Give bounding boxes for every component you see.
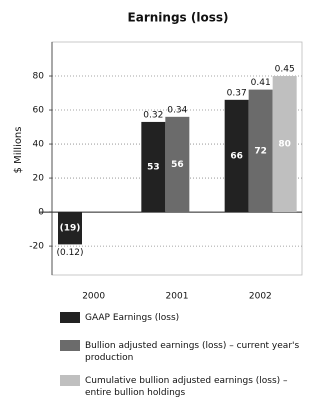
value-label: 53 [147,163,160,173]
share-label: (0.12) [56,248,83,258]
legend-item: Bullion adjusted earnings (loss) – curre… [60,340,310,364]
value-label: 66 [230,151,243,161]
bar [248,89,273,213]
legend-swatch [60,375,80,386]
bar [58,212,82,245]
chart: Earnings (loss) $ Millions -200204060802… [13,11,303,301]
legend-label: GAAP Earnings (loss) [85,313,180,323]
x-tick-label: 2001 [166,292,189,301]
y-tick-label: 80 [33,72,45,82]
value-label: 56 [171,160,184,170]
bar [141,121,166,213]
value-label: (19) [60,224,81,234]
y-tick-label: 40 [33,140,45,150]
share-label: 0.37 [227,88,247,98]
bar [224,99,249,213]
legend-label: Cumulative bullion adjusted earnings (lo… [85,376,288,398]
bar [272,76,297,213]
share-label: 0.45 [275,65,295,75]
legend-item: GAAP Earnings (loss) [60,312,310,324]
y-tick-label: -20 [29,242,44,252]
y-tick-label: 60 [33,106,45,116]
share-label: 0.32 [143,110,163,120]
legend-item: Cumulative bullion adjusted earnings (lo… [60,375,310,399]
y-axis-label: $ Millions [13,127,24,174]
value-label: 80 [278,140,291,150]
bar [165,116,190,213]
legend-label: Bullion adjusted earnings (loss) – curre… [85,341,300,363]
y-tick-label: 20 [33,174,45,184]
share-label: 0.41 [251,78,271,88]
x-tick-label: 2002 [249,292,272,301]
x-tick-label: 2000 [82,292,105,301]
legend-swatch [60,340,80,351]
chart-title: Earnings (loss) [128,11,229,25]
share-label: 0.34 [167,105,187,115]
legend-swatch [60,312,80,323]
value-label: 72 [254,146,267,156]
